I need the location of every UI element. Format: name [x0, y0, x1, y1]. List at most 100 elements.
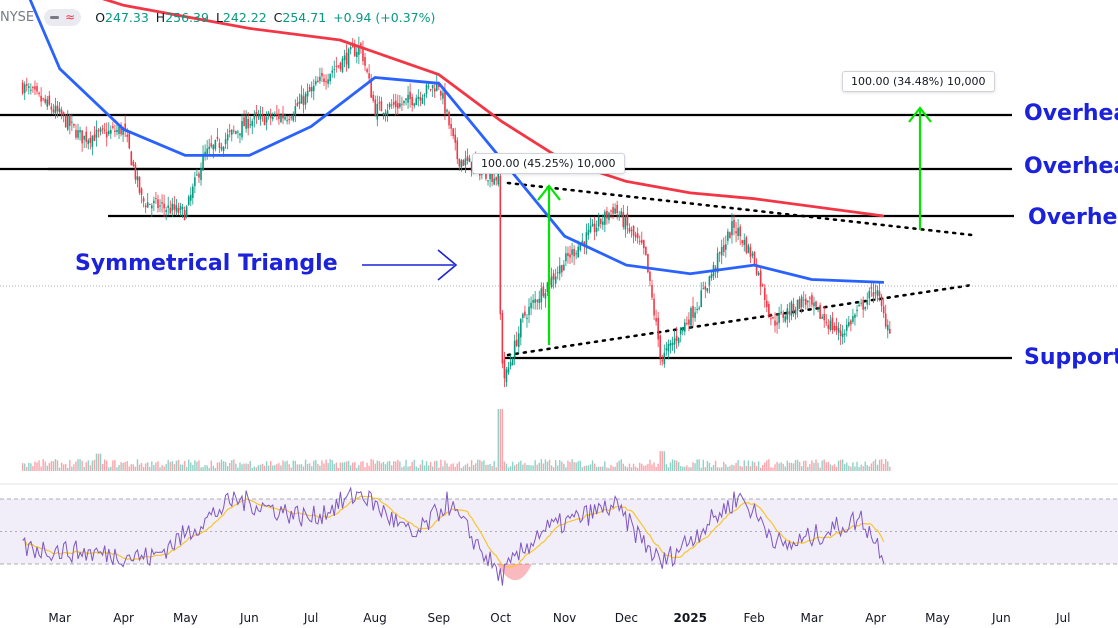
candle-body [694, 312, 696, 319]
volume-bar [196, 461, 198, 471]
trendline-triangle-lower[interactable] [506, 283, 974, 357]
volume-bar [38, 460, 40, 471]
candle-body [491, 168, 493, 182]
candle-body [630, 229, 633, 231]
trendline-triangle-upper[interactable] [506, 181, 974, 237]
volume-bar [854, 466, 856, 471]
candle-body [698, 307, 700, 309]
volume-bar [612, 466, 614, 471]
candle-body [382, 112, 385, 115]
candle-body [181, 206, 184, 210]
candle-body [245, 116, 247, 129]
volume-bar [403, 466, 405, 471]
volume-bar [759, 467, 762, 471]
volume-bar [24, 463, 26, 471]
level-label-overhead-1[interactable]: Overhead [1024, 101, 1118, 126]
candle-body [243, 117, 245, 127]
volume-bar [290, 467, 292, 471]
rsi-oversold-fill [497, 564, 532, 581]
candle-body [876, 289, 879, 296]
candle-body [850, 320, 852, 325]
candle-body [530, 302, 532, 309]
volume-bar [721, 467, 723, 471]
volume-bar [83, 466, 85, 471]
volume-bar [210, 460, 212, 471]
volume-bar [749, 466, 752, 471]
triangle-label[interactable]: Symmetrical Triangle [75, 251, 338, 276]
volume-bar [317, 463, 319, 471]
volume-bar [743, 460, 745, 471]
volume-bar [786, 460, 789, 471]
volume-bar [559, 460, 561, 471]
candle-body [261, 114, 264, 116]
volume-bar [95, 453, 98, 471]
candle-body [585, 232, 588, 246]
candle-body [737, 227, 739, 236]
volume-bar [126, 461, 128, 471]
volume-bar [864, 461, 866, 471]
candle-body [312, 85, 315, 92]
volume-bar [862, 466, 864, 471]
measure-callout-2[interactable]: 100.00 (34.48%) 10,000 [842, 71, 995, 92]
volume-bar [372, 459, 374, 471]
volume-bar [122, 462, 124, 471]
volume-bar [179, 464, 182, 471]
volume-bar [608, 467, 610, 471]
candle-body [872, 292, 875, 297]
candle-body [228, 130, 231, 132]
volume-bar [91, 460, 94, 471]
candle-body [120, 124, 122, 135]
candle-body [550, 276, 553, 288]
volume-bar [323, 463, 325, 471]
measure-callout-1[interactable]: 100.00 (45.25%) 10,000 [472, 153, 625, 174]
volume-bar [872, 461, 875, 471]
candle-body [394, 100, 397, 108]
visibility-toggle[interactable]: ≈ [44, 8, 82, 26]
level-label-overhead-2[interactable]: Overhead [1024, 154, 1118, 179]
candle-body [579, 244, 582, 251]
symbol-label[interactable]: NYSE [0, 9, 35, 25]
candle-body [462, 160, 465, 166]
volume-bar [536, 464, 538, 471]
candle-body [860, 302, 862, 304]
volume-bar [304, 459, 307, 471]
candle-body [884, 313, 887, 327]
volume-bar [321, 460, 323, 471]
volume-bar [380, 463, 383, 471]
candle-body [823, 313, 826, 321]
measure-arrow-2-head [908, 106, 932, 123]
candle-body [679, 327, 682, 335]
volume-bar [390, 465, 393, 471]
volume-bar [454, 466, 456, 471]
candle-body [688, 319, 690, 325]
candle-body [675, 335, 678, 341]
high-value: 256.39 [165, 9, 209, 25]
candle-body [487, 180, 489, 182]
candle-body [118, 126, 120, 135]
level-label-overhead-3[interactable]: Overhead [1028, 205, 1118, 230]
open-value: 247.33 [105, 9, 149, 25]
volume-bar [606, 467, 608, 471]
volume-bar [425, 461, 428, 471]
candle-body [364, 56, 366, 66]
volume-bar [655, 466, 657, 471]
level-label-support[interactable]: Support [1024, 345, 1118, 370]
volume-bar [813, 462, 815, 471]
volume-bar [712, 465, 715, 471]
volume-bar [388, 461, 391, 471]
volume-bar [483, 460, 485, 471]
candle-body [640, 239, 643, 243]
candle-body [452, 128, 454, 136]
volume-bar [118, 465, 120, 471]
candle-body [237, 131, 239, 133]
volume-bar [522, 464, 524, 471]
candle-body [42, 98, 44, 100]
candle-body [673, 338, 676, 345]
candle-body [657, 317, 659, 340]
volume-bar [147, 462, 149, 471]
volume-bar [815, 459, 817, 471]
volume-bar [532, 465, 534, 471]
volume-bar [112, 460, 114, 471]
candle-body [772, 316, 774, 319]
